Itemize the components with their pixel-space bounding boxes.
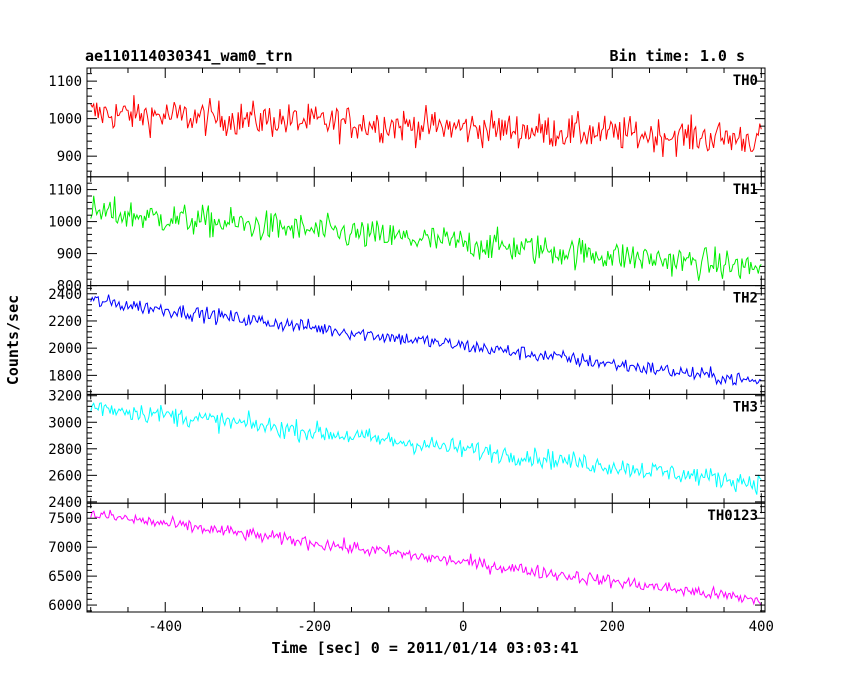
panel-frame — [86, 393, 766, 504]
panel-label: TH1 — [733, 182, 758, 198]
y-tick-label: 800 — [57, 279, 82, 295]
y-tick-label: 1000 — [48, 112, 82, 128]
panel-frame — [86, 176, 766, 287]
y-tick-label: 2800 — [48, 442, 82, 458]
x-tick-label: 200 — [600, 619, 625, 635]
y-tick-label: 2600 — [48, 468, 82, 484]
y-tick-label: 1100 — [48, 74, 82, 90]
panel-label: TH2 — [733, 291, 758, 307]
panel-frame — [86, 67, 766, 178]
panel-label: TH0123 — [707, 508, 758, 524]
y-tick-label: 3000 — [48, 415, 82, 431]
y-tick-label: 2400 — [48, 495, 82, 511]
panel-th0: 900 1000 1100 TH0 — [48, 67, 766, 178]
x-tick-label: 0 — [459, 619, 467, 635]
y-tick-label: 7500 — [48, 511, 82, 527]
x-axis-label: Time [sec] 0 = 2011/01/14 03:03:41 — [271, 639, 578, 657]
y-tick-label: 6500 — [48, 569, 82, 585]
panel-label: TH3 — [733, 399, 758, 415]
panel-label: TH0 — [733, 73, 758, 89]
y-tick-label: 2000 — [48, 341, 82, 357]
chart-title-left: ae110114030341_wam0_trn — [85, 47, 293, 65]
y-tick-label: 900 — [57, 149, 82, 165]
series-line-th0123 — [90, 509, 762, 606]
panels: 900 1000 1100 TH0 800 900 1000 1100 TH1 1800 2000 2… — [48, 67, 766, 614]
series-line-th2 — [90, 294, 762, 386]
y-tick-label: 7000 — [48, 540, 82, 556]
x-tick-label: -400 — [148, 619, 182, 635]
y-tick-label: 2200 — [48, 314, 82, 330]
y-tick-label: 1100 — [48, 183, 82, 199]
series-line-th0 — [90, 95, 762, 158]
y-tick-label: 3200 — [48, 389, 82, 405]
x-tick-label: -200 — [297, 619, 331, 635]
y-tick-label: 1000 — [48, 215, 82, 231]
series-line-th3 — [90, 402, 762, 495]
x-axis-tick-labels: -400 -200 0 200 400 — [148, 619, 774, 635]
y-tick-label: 900 — [57, 247, 82, 263]
panel-th2: 1800 2000 2200 2400 TH2 — [48, 285, 766, 395]
y-tick-label: 2400 — [48, 287, 82, 303]
chart-title-right: Bin time: 1.0 s — [610, 47, 745, 65]
series-line-th1 — [90, 195, 762, 281]
panel-th0123: 6000 6500 7000 7500 TH0123 — [48, 502, 766, 614]
y-tick-label: 6000 — [48, 598, 82, 614]
x-tick-label: 400 — [749, 619, 774, 635]
panel-th3: 2400 2600 2800 3000 3200 TH3 — [48, 389, 766, 511]
panel-th1: 800 900 1000 1100 TH1 — [48, 176, 766, 295]
panel-frame — [86, 285, 766, 395]
y-axis-label: Counts/sec — [4, 295, 22, 385]
y-tick-label: 1800 — [48, 368, 82, 384]
